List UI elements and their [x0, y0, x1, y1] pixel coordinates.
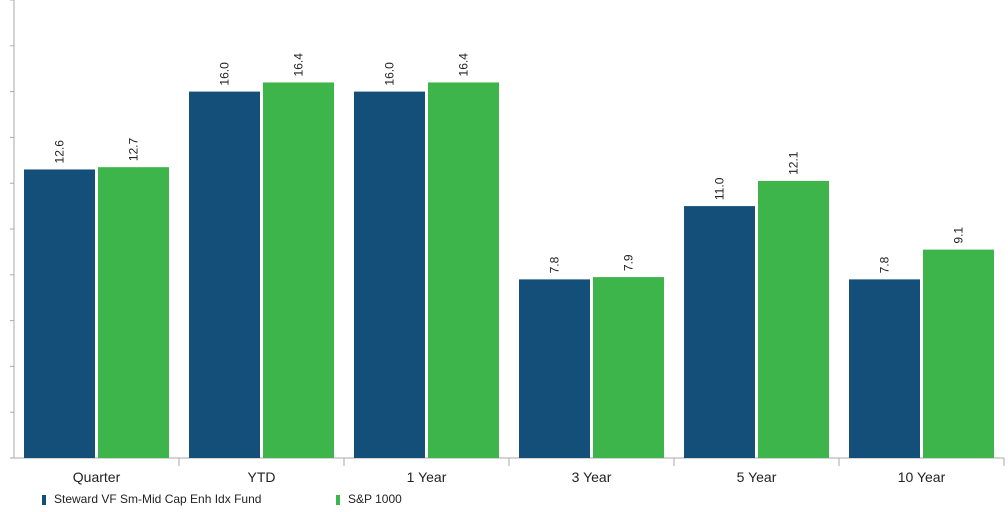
bar-index — [98, 167, 169, 459]
bar-index — [923, 249, 994, 458]
data-label: 12.6 — [53, 140, 67, 164]
bar-fund — [519, 279, 590, 458]
x-tick-label: 3 Year — [572, 469, 612, 485]
data-label: 12.7 — [127, 137, 141, 161]
legend-label: Steward VF Sm-Mid Cap Enh Idx Fund — [54, 492, 261, 506]
data-label: 9.1 — [952, 227, 966, 244]
bar-index — [593, 277, 664, 458]
legend-label: S&P 1000 — [348, 492, 402, 506]
data-label: 7.9 — [622, 254, 636, 271]
data-label: 11.0 — [713, 177, 727, 200]
bar-index — [758, 180, 829, 458]
bar-fund — [189, 91, 260, 458]
data-label: 7.8 — [548, 256, 562, 273]
x-tick-label: 10 Year — [898, 469, 946, 485]
bar-fund — [354, 91, 425, 458]
x-tick-label: 1 Year — [407, 469, 447, 485]
bar-fund — [849, 279, 920, 458]
legend-swatch — [336, 495, 340, 505]
data-label: 16.0 — [383, 62, 397, 86]
legend-swatch — [42, 495, 46, 505]
bar-fund — [24, 169, 95, 458]
bar-fund — [684, 206, 755, 458]
x-tick-label: YTD — [248, 469, 276, 485]
data-label: 16.0 — [218, 62, 232, 86]
data-label: 16.4 — [292, 53, 306, 77]
data-label: 7.8 — [878, 256, 892, 273]
data-label: 16.4 — [457, 53, 471, 77]
bar-index — [428, 82, 499, 458]
bar-index — [263, 82, 334, 458]
x-tick-label: Quarter — [73, 469, 121, 485]
data-label: 12.1 — [787, 151, 801, 175]
x-tick-label: 5 Year — [737, 469, 777, 485]
